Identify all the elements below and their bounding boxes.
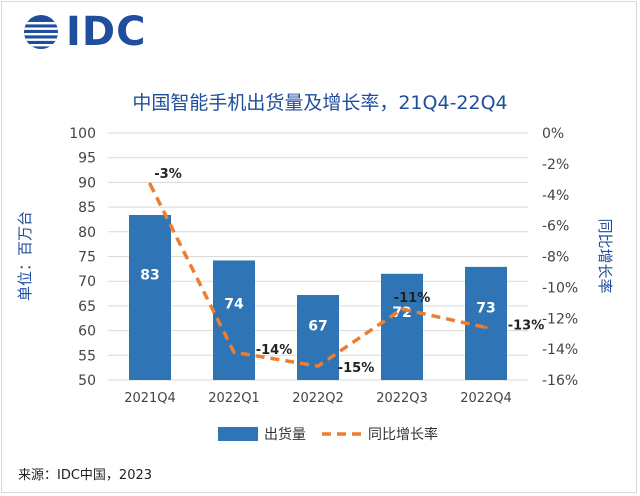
x-tick-label: 2022Q4 [460, 391, 512, 406]
line-point [148, 182, 152, 186]
line-data-label: -15% [338, 361, 375, 376]
y-tick-label: 60 [78, 324, 96, 340]
x-tick-label: 2022Q3 [376, 391, 428, 406]
y-tick-label: 65 [78, 299, 96, 315]
legend-line-label: 同比增长率 [368, 426, 438, 443]
y-tick-label: 90 [78, 175, 96, 191]
bar [465, 266, 507, 380]
legend-bar-swatch [218, 427, 258, 441]
y2-tick-label: -12% [542, 311, 578, 327]
x-tick-label: 2022Q2 [292, 391, 344, 406]
y2-tick-label: 0% [542, 126, 564, 142]
bar-data-label: 74 [224, 296, 244, 312]
line-data-label: -13% [508, 319, 545, 334]
y2-tick-label: -8% [542, 250, 569, 266]
line-point [316, 364, 320, 368]
bar [381, 273, 423, 380]
y-tick-label: 70 [78, 274, 96, 290]
line-point [400, 307, 404, 311]
source-note: 来源：IDC中国，2023 [18, 468, 153, 483]
legend-bar-label: 出货量 [264, 426, 306, 443]
line-data-label: -14% [256, 343, 293, 358]
bar [129, 215, 171, 380]
y2-tick-label: -4% [542, 188, 569, 204]
bar [213, 260, 255, 380]
line-data-label: -3% [154, 167, 181, 182]
bar-data-label: 73 [476, 301, 495, 317]
y2-tick-label: -16% [542, 373, 578, 389]
y-axis-title: 单位：百万台 [16, 211, 34, 301]
line-data-label: -11% [394, 291, 431, 306]
line-point [232, 350, 236, 354]
y-tick-label: 100 [69, 126, 96, 142]
logo-text: IDC [66, 9, 147, 55]
y-tick-label: 80 [78, 225, 96, 241]
chart-title: 中国智能手机出货量及增长率，21Q4-22Q4 [132, 92, 508, 114]
y2-tick-label: -14% [542, 342, 578, 358]
y-tick-label: 85 [78, 200, 96, 216]
y2-tick-label: -6% [542, 219, 569, 235]
line-point [484, 326, 488, 330]
y-tick-label: 95 [78, 151, 96, 167]
y2-axis-title: 同比增长率 [596, 218, 614, 293]
globe-icon [24, 15, 58, 49]
bar-data-label: 67 [308, 319, 327, 335]
x-tick-label: 2022Q1 [208, 391, 260, 406]
x-tick-label: 2021Q4 [124, 391, 176, 406]
idc-logo: IDC [22, 10, 146, 54]
y2-tick-label: -10% [542, 280, 578, 296]
bar-data-label: 83 [140, 267, 159, 283]
y-tick-label: 50 [78, 373, 96, 389]
y-tick-label: 55 [78, 348, 96, 364]
y2-tick-label: -2% [542, 157, 569, 173]
y-tick-label: 75 [78, 250, 96, 266]
